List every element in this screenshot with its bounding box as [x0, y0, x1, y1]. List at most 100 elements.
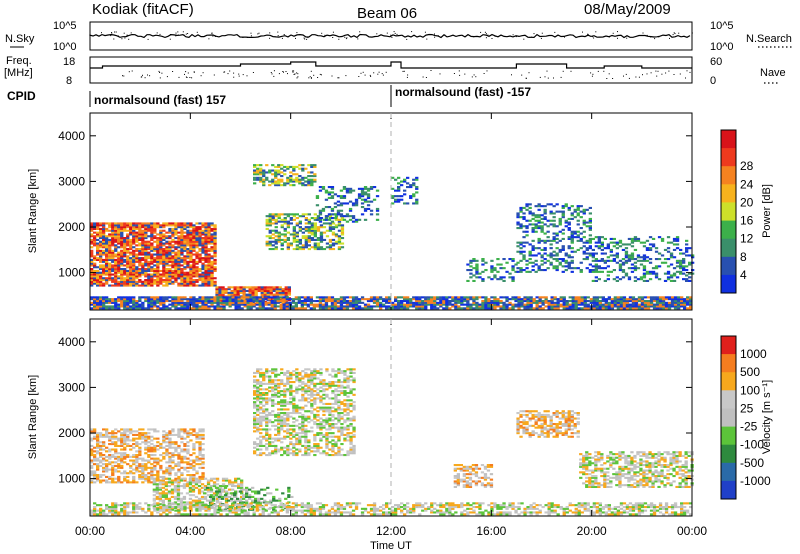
echo-cell	[660, 261, 665, 264]
echo-cell	[102, 459, 106, 462]
echo-cell	[198, 284, 202, 287]
echo-cell	[278, 286, 282, 289]
echo-cell	[99, 461, 103, 464]
echo-cell	[490, 270, 494, 273]
echo-cell	[636, 237, 641, 240]
echo-cell	[615, 256, 619, 259]
echo-cell	[111, 244, 115, 247]
echo-cell	[207, 222, 211, 225]
echo-cell	[90, 255, 94, 258]
echo-cell	[421, 296, 425, 299]
nave-dot	[191, 77, 193, 79]
echo-cell	[210, 246, 214, 249]
echo-cell	[183, 303, 187, 306]
echo-cell	[159, 301, 163, 304]
echo-cell	[292, 231, 296, 234]
echo-cell	[126, 275, 130, 278]
echo-cell	[316, 248, 321, 251]
echo-cell	[340, 237, 345, 240]
echo-cell	[117, 240, 121, 243]
echo-cell	[120, 455, 124, 458]
echo-cell	[636, 259, 641, 262]
echo-cell	[138, 443, 142, 446]
echo-cell	[625, 298, 630, 301]
echo-cell	[111, 472, 115, 475]
echo-cell	[544, 305, 548, 308]
echo-cell	[201, 275, 205, 278]
echo-cell	[180, 273, 184, 276]
echo-cell	[147, 226, 151, 229]
echo-cell	[621, 269, 626, 272]
echo-cell	[147, 246, 151, 249]
echo-cell	[240, 296, 244, 299]
echo-cell	[436, 307, 440, 310]
echo-cell	[216, 298, 220, 301]
echo-cell	[215, 293, 219, 296]
echo-cell	[654, 265, 659, 268]
echo-cell	[600, 248, 604, 251]
echo-cell	[183, 242, 187, 245]
echo-cell	[319, 246, 324, 249]
echo-cell	[496, 278, 500, 281]
echo-cell	[189, 242, 193, 245]
echo-cell	[168, 253, 172, 256]
echo-cell	[186, 249, 190, 252]
echo-cell	[96, 479, 100, 482]
echo-cell	[609, 250, 613, 253]
echo-cell	[201, 463, 205, 466]
echo-cell	[522, 254, 526, 257]
echo-cell	[339, 296, 344, 299]
search-noise-dot	[359, 31, 361, 33]
echo-cell	[192, 249, 196, 252]
echo-cell	[618, 267, 623, 270]
echo-cell	[475, 301, 479, 304]
echo-cell	[258, 307, 262, 310]
echo-cell	[207, 255, 211, 258]
echo-cell	[231, 296, 235, 299]
echo-cell	[630, 267, 635, 270]
echo-cell	[466, 305, 470, 308]
echo-cell	[114, 246, 118, 249]
echo-cell	[111, 284, 115, 287]
echo-cell	[283, 220, 287, 223]
echo-cell	[457, 301, 461, 304]
echo-cell	[337, 237, 342, 240]
echo-cell	[481, 263, 485, 266]
echo-cell	[126, 264, 130, 267]
echo-cell	[90, 450, 94, 453]
echo-cell	[138, 280, 142, 283]
echo-cell	[406, 305, 410, 308]
echo-cell	[331, 233, 336, 236]
echo-cell	[382, 300, 386, 303]
echo-cell	[594, 276, 598, 279]
echo-cell	[150, 249, 154, 252]
echo-cell	[141, 229, 145, 232]
echo-cell	[268, 171, 272, 174]
echo-cell	[120, 258, 124, 261]
echo-cell	[105, 435, 109, 438]
echo-cell	[153, 248, 157, 251]
echo-cell	[129, 301, 133, 304]
echo-cell	[549, 256, 553, 259]
echo-cell	[274, 165, 278, 168]
echo-cell	[279, 303, 283, 306]
echo-cell	[281, 288, 285, 291]
echo-cell	[394, 298, 398, 301]
echo-cell	[155, 497, 159, 500]
echo-cell	[274, 246, 278, 249]
echo-cell	[553, 307, 557, 310]
echo-cell	[607, 307, 611, 310]
echo-cell	[433, 296, 437, 299]
echo-cell	[427, 303, 431, 306]
echo-cell	[351, 298, 356, 301]
echo-cell	[144, 244, 148, 247]
search-noise-dot	[398, 35, 400, 36]
echo-cell	[210, 262, 214, 265]
echo-cell	[177, 242, 181, 245]
echo-cell	[171, 430, 175, 433]
date-title: 08/May/2009	[584, 1, 671, 18]
echo-cell	[224, 291, 228, 294]
echo-cell	[150, 296, 154, 299]
echo-cell	[303, 303, 307, 306]
echo-cell	[281, 293, 285, 296]
